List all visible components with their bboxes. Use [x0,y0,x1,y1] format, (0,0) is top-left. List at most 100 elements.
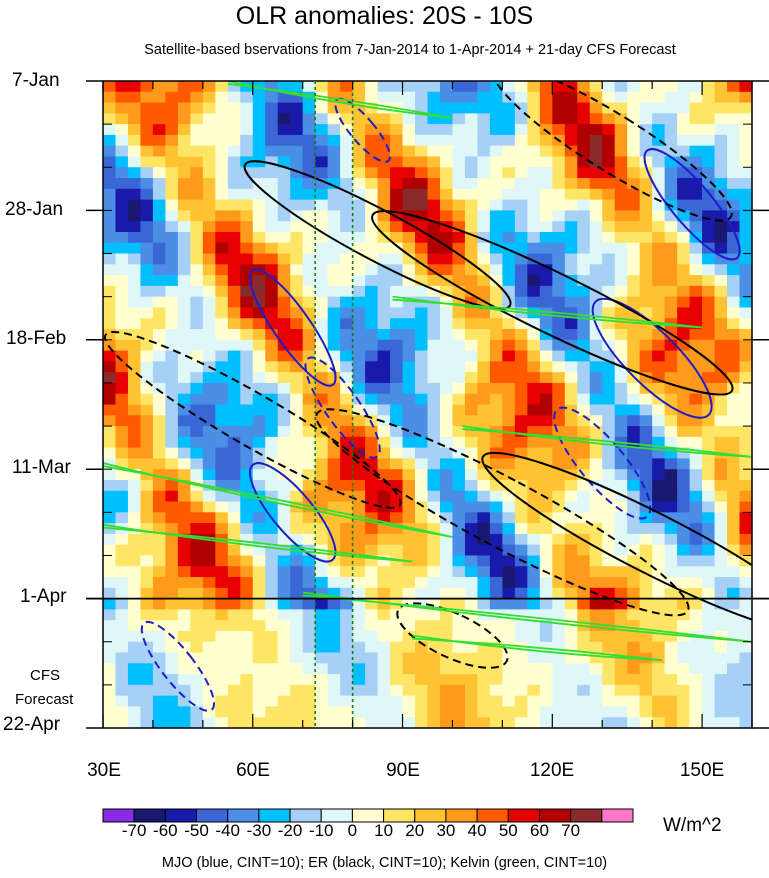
field-cell [165,81,179,93]
field-cell [577,577,591,589]
field-cell [377,501,391,513]
field-cell [714,113,728,125]
field-cell [302,113,316,125]
field-cell [627,221,641,233]
field-cell [464,512,479,524]
field-cell [639,134,653,147]
field-cell [689,350,703,362]
field-cell [177,145,191,158]
field-cell [215,598,229,610]
field-cell [140,479,154,492]
field-cell [215,512,229,524]
field-cell [727,382,741,395]
field-cell [315,382,329,395]
field-cell [727,372,741,384]
field-cell [190,458,204,470]
field-cell [202,275,216,287]
field-cell [315,350,329,362]
field-cell [227,253,241,265]
field-cell [177,393,191,406]
field-cell [702,199,716,211]
field-cell [127,221,142,233]
field-cell [165,717,179,728]
field-cell [577,555,591,567]
field-cell [140,307,154,319]
field-cell [252,458,266,470]
field-cell [502,501,516,513]
y-tick-label: 28-Jan [5,199,64,220]
field-cell [614,318,628,330]
field-cell [489,264,503,276]
field-cell [652,609,666,621]
field-cell [739,81,752,93]
field-cell [427,372,441,384]
field-cell [165,91,179,104]
field-cell [702,372,716,384]
field-cell [327,393,341,406]
field-cell [290,587,304,600]
field-cell [365,512,379,524]
field-cell [639,339,653,352]
field-cell [390,318,404,330]
field-cell [439,124,454,136]
field-cell [415,587,429,600]
field-cell [327,199,341,211]
field-cell [327,577,341,589]
field-cell [277,501,291,513]
field-cell [352,404,366,416]
field-cell [302,695,316,708]
field-cell [415,350,429,362]
field-cell [739,566,752,578]
field-cell [415,652,429,664]
field-cell [315,167,329,179]
field-cell [627,469,641,481]
field-cell [652,684,666,697]
field-cell [152,156,166,168]
field-cell [627,393,641,406]
field-cell [340,210,354,222]
field-cell [190,231,204,244]
field-cell [277,641,291,654]
field-cell [614,339,628,352]
field-cell [227,210,241,222]
field-cell [564,167,578,179]
field-cell [177,598,191,610]
field-cell [165,253,179,265]
field-cell [152,577,166,589]
field-cell [265,598,279,610]
field-cell [589,652,603,664]
field-cell [564,501,578,513]
field-cell [577,264,591,276]
field-cell [390,533,404,546]
field-cell [127,609,142,621]
field-cell [727,361,741,373]
x-tick-label: 30E [87,760,121,781]
field-cell [365,318,379,330]
field-cell [539,695,553,708]
field-cell [152,479,166,492]
field-cell [377,231,391,244]
field-cell [452,361,466,373]
field-cell [227,479,241,492]
field-cell [302,415,316,427]
field-cell [552,253,566,265]
field-cell [714,544,728,557]
field-cell [639,296,653,309]
field-cell [340,81,354,93]
field-cell [165,382,179,395]
field-cell [564,361,578,373]
field-cell [489,393,503,406]
field-cell [315,264,329,276]
field-cell [265,426,279,438]
field-cell [252,91,266,104]
field-cell [215,102,229,114]
field-cell [340,436,354,449]
field-cell [502,210,516,222]
field-cell [564,318,578,330]
field-cell [689,329,703,341]
field-cell [115,555,129,567]
field-cell [127,479,142,492]
field-cell [527,188,541,201]
field-cell [302,156,316,168]
field-cell [127,533,142,546]
